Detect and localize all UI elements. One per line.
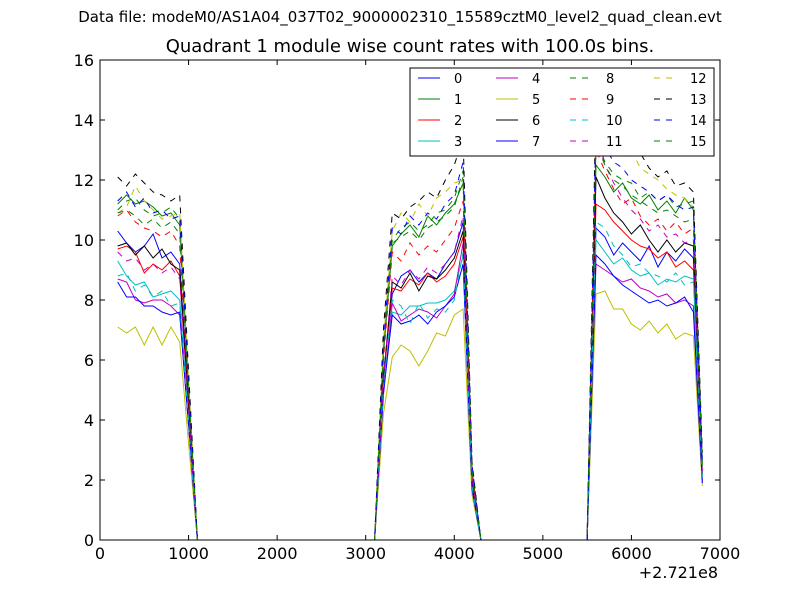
x-tick-label: 2000 (257, 544, 298, 563)
series-11-line (117, 137, 703, 541)
legend-label-11: 11 (606, 135, 623, 150)
figure-suptitle: Data file: modeM0/AS1A04_037T02_90000023… (78, 8, 722, 26)
legend-label-4: 4 (532, 72, 540, 87)
legend-label-5: 5 (532, 93, 540, 108)
legend-label-6: 6 (532, 114, 540, 129)
legend-label-10: 10 (606, 114, 623, 129)
series-5-line (117, 290, 703, 541)
x-tick-label: 5000 (522, 544, 563, 563)
series-13-line (117, 97, 703, 541)
series-8-line (117, 137, 703, 541)
series-9-line (117, 149, 703, 541)
chart-title: Quadrant 1 module wise count rates with … (165, 36, 655, 57)
y-tick-label: 4 (84, 411, 94, 430)
series-6-line (117, 176, 703, 541)
legend-label-12: 12 (690, 72, 707, 87)
x-tick-label: 1000 (168, 544, 209, 563)
y-tick-label: 14 (74, 111, 94, 130)
series-15-line (117, 143, 703, 541)
legend-label-7: 7 (532, 135, 540, 150)
y-tick-label: 6 (84, 351, 94, 370)
x-tick-label: 6000 (611, 544, 652, 563)
x-tick-label: 4000 (434, 544, 475, 563)
y-tick-label: 2 (84, 471, 94, 490)
series-12-line (117, 118, 703, 541)
x-axis: 0 1000 2000 3000 4000 5000 6000 7000 (95, 60, 740, 563)
series-1-line (117, 163, 703, 541)
series-3-line (117, 238, 703, 541)
legend-label-1: 1 (454, 93, 462, 108)
legend-label-13: 13 (690, 93, 707, 108)
legend-label-9: 9 (606, 93, 614, 108)
y-tick-label: 12 (74, 171, 94, 190)
legend-label-0: 0 (454, 72, 462, 87)
legend-label-8: 8 (606, 72, 614, 87)
y-tick-label: 8 (84, 291, 94, 310)
legend-label-14: 14 (690, 114, 707, 129)
legend-label-3: 3 (454, 135, 462, 150)
series-7-line (117, 253, 703, 541)
legend-box (409, 67, 715, 157)
x-tick-label: 7000 (700, 544, 741, 563)
y-tick-label: 10 (74, 231, 94, 250)
plot-lines (117, 97, 703, 541)
x-tick-label: 0 (95, 544, 105, 563)
x-tick-label: 3000 (345, 544, 386, 563)
series-14-line (117, 125, 703, 541)
x-offset-label: +2.721e8 (639, 563, 718, 582)
legend-label-15: 15 (690, 135, 707, 150)
legend-label-2: 2 (454, 114, 462, 129)
y-tick-label: 0 (84, 531, 94, 550)
y-tick-label: 16 (74, 51, 94, 70)
series-4-line (117, 242, 703, 541)
